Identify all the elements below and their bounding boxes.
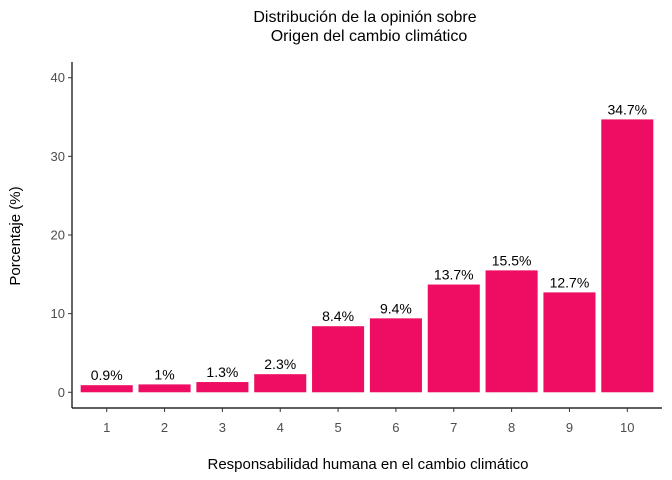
x-tick-label: 5 [334, 420, 341, 435]
x-tick-label: 2 [161, 420, 168, 435]
data-label-9: 12.7% [550, 274, 590, 290]
x-tick-label: 4 [277, 420, 284, 435]
data-label-1: 0.9% [91, 367, 123, 383]
y-tick-label: 30 [51, 149, 65, 164]
data-label-6: 9.4% [380, 300, 412, 316]
bar-9 [543, 292, 596, 393]
data-label-3: 1.3% [206, 364, 238, 380]
data-label-4: 2.3% [264, 356, 296, 372]
data-label-2: 1% [154, 366, 174, 382]
x-tick-label: 10 [620, 420, 634, 435]
x-tick-label: 3 [219, 420, 226, 435]
chart-title-line-1: Distribución de la opinión sobre [253, 9, 476, 26]
y-axis: 0 10 20 30 40 [51, 62, 73, 408]
bar-6 [369, 318, 422, 393]
bar-4 [254, 374, 307, 393]
bar-2 [138, 384, 191, 393]
chart-title-line-2: Origen del cambio climático [271, 28, 468, 45]
bar-8 [485, 270, 538, 393]
y-tick-label: 20 [51, 228, 65, 243]
x-axis: 1 2 3 4 5 6 7 8 9 10 [72, 407, 662, 435]
x-tick-label: 6 [392, 420, 399, 435]
bar-10 [601, 119, 654, 393]
data-label-8: 15.5% [492, 252, 532, 268]
x-axis-label: Responsabilidad humana en el cambio clim… [207, 456, 528, 473]
bar-1 [80, 385, 133, 393]
bar-7 [427, 284, 480, 393]
data-label-5: 8.4% [322, 308, 354, 324]
data-labels-group: 0.9% 1% 1.3% 2.3% 8.4% 9.4% 13.7% 15.5% 12.7% 34.… [91, 101, 647, 383]
x-tick-label: 9 [566, 420, 573, 435]
y-tick-label: 0 [58, 385, 65, 400]
bar-5 [312, 326, 365, 393]
data-label-10: 34.7% [607, 101, 647, 117]
y-tick-label: 10 [51, 306, 65, 321]
x-tick-label: 1 [103, 420, 110, 435]
y-tick-label: 40 [51, 70, 65, 85]
y-axis-label: Porcentaje (%) [7, 186, 24, 285]
data-label-7: 13.7% [434, 267, 474, 283]
bar-3 [196, 382, 249, 393]
bars-group [80, 119, 654, 393]
x-tick-label: 8 [508, 420, 515, 435]
x-tick-label: 7 [450, 420, 457, 435]
